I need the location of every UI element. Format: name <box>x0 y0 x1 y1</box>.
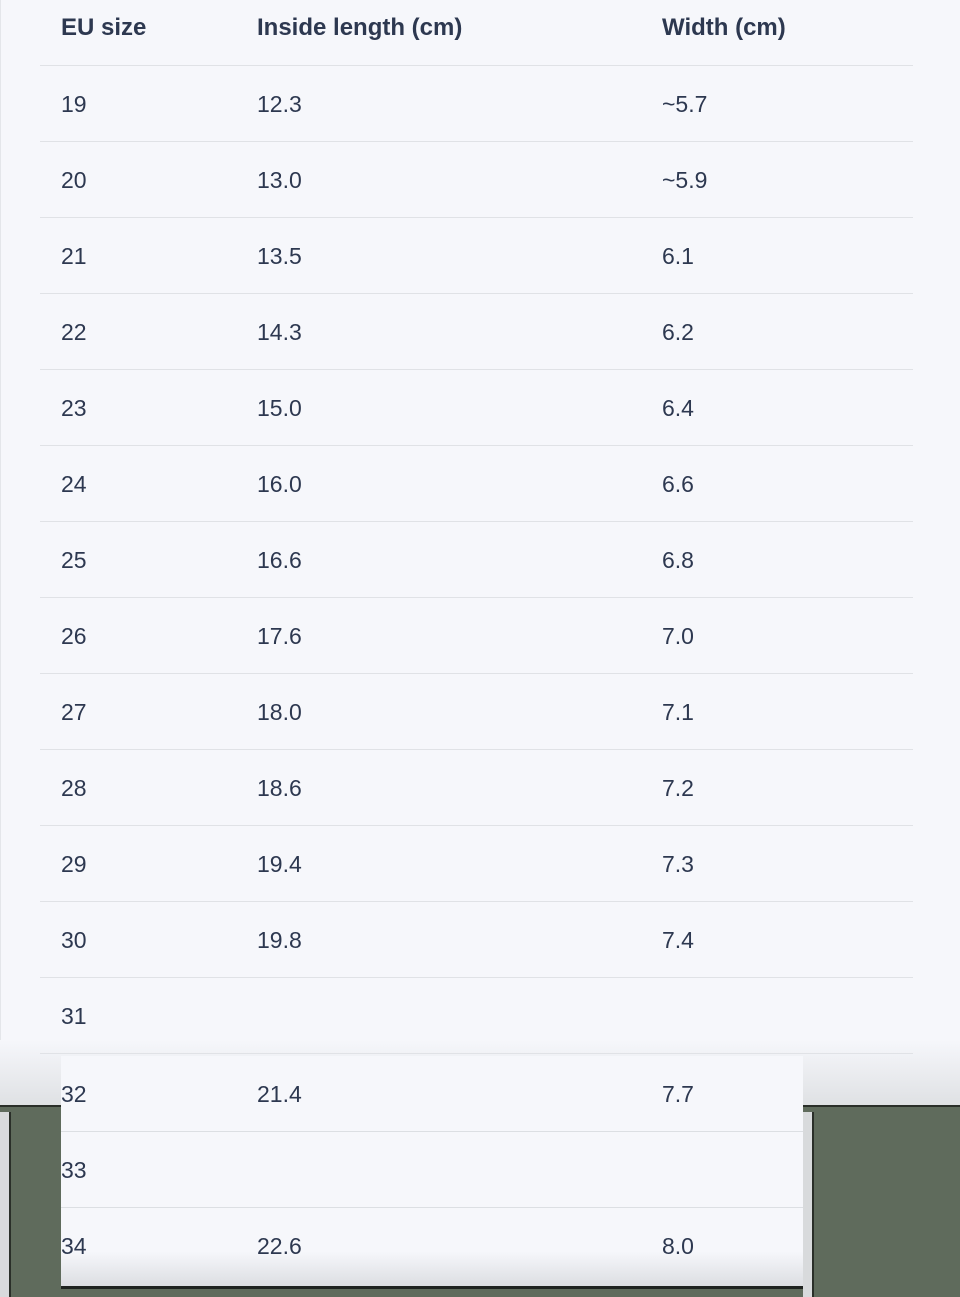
cell-inside-length: 16.6 <box>257 547 302 573</box>
table-row: 19 12.3 ~5.7 <box>40 66 913 142</box>
overlay-table-fragment: 32 21.4 7.7 33 34 22.6 8.0 <box>61 1056 803 1289</box>
cell-width: 7.7 <box>662 1081 694 1107</box>
table-row: 29 19.4 7.3 <box>40 826 913 902</box>
cell-eu-size: 24 <box>61 471 87 497</box>
cell-eu-size: 20 <box>61 167 87 193</box>
window-edge-left <box>0 1112 11 1297</box>
cell-eu-size: 31 <box>61 1003 87 1029</box>
cell-eu-size: 19 <box>61 91 87 117</box>
table-row: 24 16.0 6.6 <box>40 446 913 522</box>
cell-eu-size: 33 <box>61 1157 87 1183</box>
cell-inside-length: 12.3 <box>257 91 302 117</box>
table-row: 26 17.6 7.0 <box>40 598 913 674</box>
header-eu-size: EU size <box>61 14 147 41</box>
cell-inside-length: 17.6 <box>257 623 302 649</box>
cell-width: ~5.9 <box>662 167 708 193</box>
cell-inside-length: 18.6 <box>257 775 302 801</box>
table-row: 23 15.0 6.4 <box>40 370 913 446</box>
table-row: 20 13.0 ~5.9 <box>40 142 913 218</box>
table-row: 31 <box>40 978 913 1054</box>
cell-eu-size: 29 <box>61 851 87 877</box>
table-row: 28 18.6 7.2 <box>40 750 913 826</box>
cell-inside-length: 19.8 <box>257 927 302 953</box>
cell-width: 8.0 <box>662 1233 694 1259</box>
cell-width: 7.4 <box>662 927 694 953</box>
cell-eu-size: 22 <box>61 319 87 345</box>
table-row: 27 18.0 7.1 <box>40 674 913 750</box>
cell-eu-size: 30 <box>61 927 87 953</box>
cell-inside-length: 22.6 <box>257 1233 302 1259</box>
cell-inside-length: 13.5 <box>257 243 302 269</box>
table-row: 21 13.5 6.1 <box>40 218 913 294</box>
cell-width: 7.1 <box>662 699 694 725</box>
cell-width: 6.1 <box>662 243 694 269</box>
cell-width: 7.3 <box>662 851 694 877</box>
header-inside-length: Inside length (cm) <box>257 14 463 41</box>
header-width: Width (cm) <box>662 14 786 41</box>
table-row: 25 16.6 6.8 <box>40 522 913 598</box>
cell-width: 6.4 <box>662 395 694 421</box>
cell-width: 7.0 <box>662 623 694 649</box>
cell-eu-size: 28 <box>61 775 87 801</box>
cell-inside-length: 13.0 <box>257 167 302 193</box>
cell-inside-length: 18.0 <box>257 699 302 725</box>
table-row: 22 14.3 6.2 <box>40 294 913 370</box>
size-table-page <box>0 0 1 1105</box>
cell-eu-size: 32 <box>61 1081 87 1107</box>
cell-inside-length: 21.4 <box>257 1081 302 1107</box>
cell-eu-size: 34 <box>61 1233 87 1259</box>
cell-width: 7.2 <box>662 775 694 801</box>
cell-inside-length: 19.4 <box>257 851 302 877</box>
cell-eu-size: 23 <box>61 395 87 421</box>
table-row: 30 19.8 7.4 <box>40 902 913 978</box>
cell-width: 6.8 <box>662 547 694 573</box>
cell-width: 6.2 <box>662 319 694 345</box>
cell-width: 6.6 <box>662 471 694 497</box>
cell-inside-length: 15.0 <box>257 395 302 421</box>
cell-eu-size: 25 <box>61 547 87 573</box>
table-header: EU size Inside length (cm) Width (cm) <box>40 0 913 66</box>
table-row: 34 22.6 8.0 <box>61 1208 803 1284</box>
cell-inside-length: 14.3 <box>257 319 302 345</box>
cell-inside-length: 16.0 <box>257 471 302 497</box>
table-row: 32 21.4 7.7 <box>61 1056 803 1132</box>
cell-width: ~5.7 <box>662 91 708 117</box>
cell-eu-size: 26 <box>61 623 87 649</box>
table-row: 33 <box>61 1132 803 1208</box>
window-edge-right <box>803 1112 814 1297</box>
cell-eu-size: 21 <box>61 243 87 269</box>
cell-eu-size: 27 <box>61 699 87 725</box>
